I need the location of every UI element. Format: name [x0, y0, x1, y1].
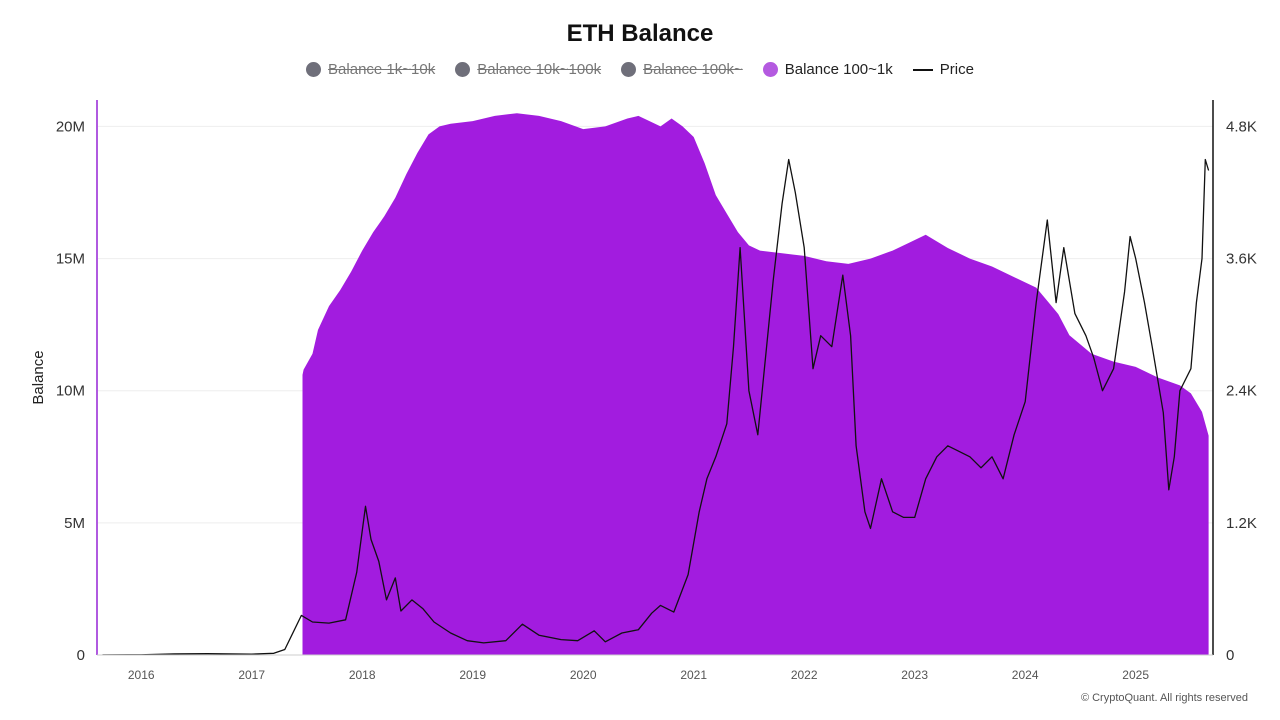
legend-dot-icon [306, 62, 322, 77]
legend-line-icon [912, 68, 933, 71]
x-tick-label: 2022 [791, 668, 818, 682]
x-tick-label: 2017 [238, 668, 265, 682]
y-axis-label: Balance [30, 350, 47, 404]
legend-label: Balance 100k~ [643, 61, 743, 78]
legend-label: Balance 1k~10k [328, 61, 436, 78]
chart-legend: Balance 1k~10k Balance 10k~100k Balance … [0, 61, 1280, 78]
x-tick-label: 2025 [1122, 668, 1149, 682]
legend-label: Balance 10k~100k [477, 61, 602, 78]
y-tick-label-right: 1.2K [1226, 515, 1257, 532]
legend-dot-icon [621, 62, 637, 77]
legend-item-balance-100-1k[interactable]: Balance 100~1k [762, 61, 893, 78]
y-tick-label-left: 15M [56, 251, 85, 268]
x-tick-label: 2016 [128, 668, 155, 682]
copyright-credit: © CryptoQuant. All rights reserved [1080, 692, 1248, 704]
y-tick-label-left: 5M [64, 515, 85, 532]
y-tick-label-left: 20M [56, 118, 85, 135]
legend-item-balance-1k-10k[interactable]: Balance 1k~10k [306, 61, 435, 78]
legend-item-balance-100k[interactable]: Balance 100k~ [621, 61, 743, 78]
x-tick-label: 2021 [680, 668, 707, 682]
y-tick-label-left: 10M [56, 383, 85, 400]
y-tick-label-right: 2.4K [1226, 383, 1257, 400]
legend-item-price[interactable]: Price [912, 61, 974, 78]
x-tick-label: 2024 [1012, 668, 1039, 682]
legend-label: Balance 100~1k [784, 61, 893, 78]
chart-title: ETH Balance [566, 20, 714, 47]
x-tick-label: 2020 [570, 668, 597, 682]
series-line-price [102, 158, 1210, 656]
x-tick-label: 2023 [901, 668, 928, 682]
y-tick-label-right: 0 [1226, 647, 1234, 664]
y-tick-label-right: 4.8K [1226, 118, 1257, 135]
y-tick-label-right: 3.6K [1226, 251, 1257, 268]
x-tick-label: 2018 [349, 668, 376, 682]
legend-item-balance-10k-100k[interactable]: Balance 10k~100k [455, 61, 601, 78]
series-area-balance-100-1k [302, 113, 1209, 655]
legend-dot-icon [762, 62, 778, 77]
y-tick-label-left: 0 [77, 647, 85, 664]
x-tick-label: 2019 [459, 668, 486, 682]
legend-label: Price [939, 61, 974, 78]
legend-dot-icon [455, 62, 471, 77]
